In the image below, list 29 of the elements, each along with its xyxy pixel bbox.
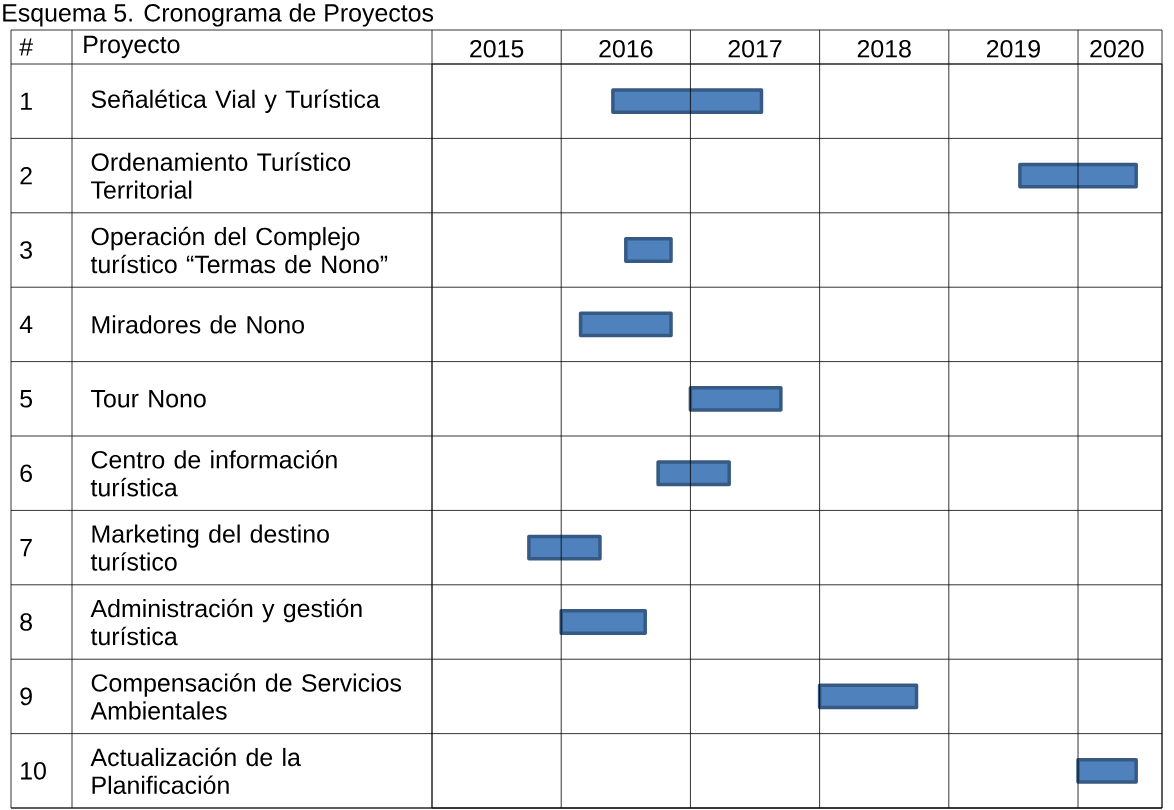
y-tick-label: Actualización de la Planificación (90, 747, 301, 795)
x-tick-label: 2015 (470, 39, 524, 58)
text: 10 (21, 761, 46, 780)
text: # (19, 38, 33, 56)
text: 1 (21, 92, 32, 110)
text: 3 (20, 241, 32, 259)
x-tick-label: 2017 (728, 39, 782, 58)
text: Esquema 5. Cronograma de Proyectos (3, 3, 434, 27)
x-tick-label: 2019 (986, 39, 1040, 58)
text: 7 (20, 539, 32, 557)
x-tick-label: 2018 (857, 39, 911, 58)
text: 4 (19, 315, 33, 333)
y-tick-label: Administración y gestión turística (90, 598, 362, 646)
x-tick-label: 2016 (599, 39, 653, 58)
y-tick-label: Centro de información turística (90, 449, 337, 497)
text: 8 (20, 613, 32, 631)
y-tick-label: Miradores de Nono (92, 315, 304, 334)
y-tick-label: Compensación de Servicios Ambientales (90, 673, 401, 720)
text: 5 (20, 390, 33, 408)
y-tick-label: Ordenamiento Turístico Territorial (91, 152, 351, 199)
text: 9 (20, 687, 32, 706)
y-tick-label: Tour Nono (91, 390, 206, 408)
text: 2 (20, 166, 32, 185)
y-tick-label: Operación del Complejo turístico “Termas de Nono” (90, 226, 388, 274)
text: 6 (20, 464, 32, 483)
y-tick-label: Marketing del destino turístico (90, 524, 329, 571)
y-axis-title: Proyecto (84, 35, 180, 59)
y-tick-label: Señalética Vial y Turística (91, 89, 380, 113)
x-tick-label: 2020 (1090, 39, 1144, 58)
